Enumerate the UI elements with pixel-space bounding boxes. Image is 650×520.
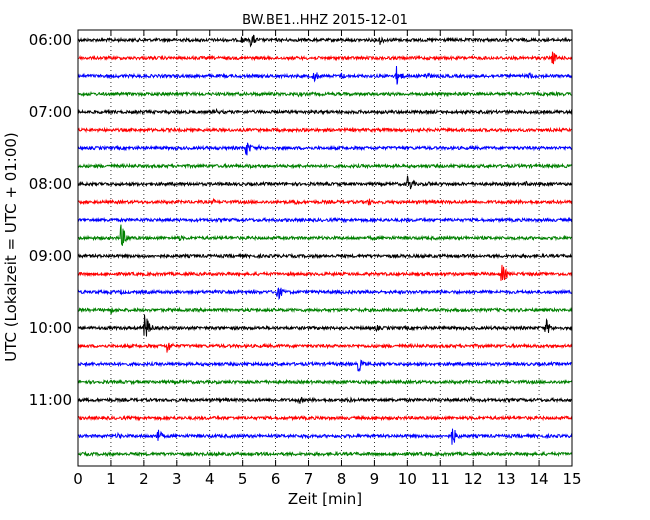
seismic-trace — [77, 359, 572, 373]
x-tick-label: 11 — [431, 470, 450, 488]
seismic-trace — [77, 162, 573, 170]
seismic-trace — [77, 306, 573, 315]
y-axis: 06:00 07:00 08:00 09:00 10:00 11:00 — [29, 31, 572, 409]
y-tick-label: 11:00 — [29, 391, 72, 409]
seismic-trace — [77, 414, 573, 422]
y-tick-label: 08:00 — [29, 175, 72, 193]
seismic-trace — [77, 34, 573, 48]
seismic-trace — [77, 264, 573, 281]
y-tick-label: 10:00 — [29, 319, 72, 337]
seismic-trace — [77, 126, 573, 134]
seismic-trace — [77, 342, 573, 353]
y-tick-label: 06:00 — [29, 31, 72, 49]
chart-title: BW.BE1..HHZ 2015-12-01 — [242, 13, 408, 28]
seismic-trace — [77, 175, 573, 190]
x-tick-label: 12 — [464, 470, 483, 488]
seismic-trace — [77, 216, 573, 224]
x-tick-label: 3 — [172, 470, 182, 488]
x-tick-label: 7 — [304, 470, 314, 488]
y-tick-label: 07:00 — [29, 103, 72, 121]
x-tick-label: 5 — [238, 470, 248, 488]
y-tick-label: 09:00 — [29, 247, 72, 265]
seismic-trace — [77, 378, 573, 386]
x-tick-label: 15 — [562, 470, 581, 488]
seismic-trace — [77, 224, 573, 247]
trace-group — [77, 34, 573, 458]
x-tick-label: 0 — [73, 470, 83, 488]
x-tick-label: 4 — [205, 470, 215, 488]
seismic-trace — [77, 142, 573, 156]
seismic-trace — [77, 396, 573, 404]
x-tick-label: 14 — [530, 470, 549, 488]
plot-frame — [77, 29, 573, 467]
x-tick-label: 1 — [106, 470, 116, 488]
x-tick-label: 2 — [139, 470, 149, 488]
x-tick-label: 10 — [398, 470, 417, 488]
seismic-trace — [77, 314, 573, 337]
y-axis-label: UTC (Lokalzeit = UTC + 01:00) — [2, 132, 20, 362]
seismic-trace — [77, 428, 573, 445]
x-axis-label: Zeit [min] — [288, 490, 362, 508]
x-tick-label: 8 — [337, 470, 347, 488]
seismic-trace — [77, 287, 573, 301]
x-tick-label: 9 — [370, 470, 380, 488]
seismic-trace — [77, 90, 573, 98]
seismic-trace — [77, 65, 573, 85]
seismic-trace — [77, 107, 573, 116]
seismic-trace — [77, 252, 573, 260]
x-axis: 0 1 2 3 4 5 6 7 8 9 10 11 12 13 14 15 — [73, 30, 582, 488]
vertical-grid — [110, 30, 540, 466]
seismic-trace — [77, 51, 573, 65]
seismic-trace — [77, 197, 573, 206]
x-tick-label: 6 — [271, 470, 281, 488]
seismic-trace — [77, 450, 573, 458]
x-tick-label: 13 — [497, 470, 516, 488]
